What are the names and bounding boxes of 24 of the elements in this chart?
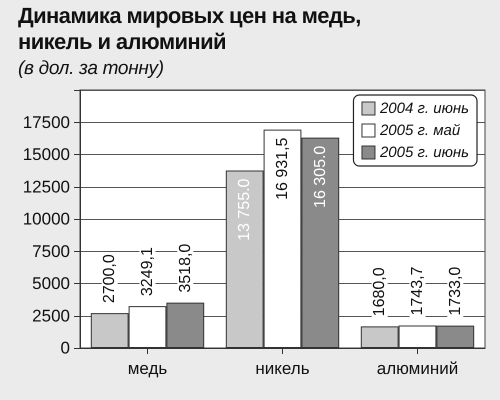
- chart-title: Динамика мировых цен на медь, никель и алюминий: [18, 3, 362, 55]
- x-tick-label: медь: [128, 359, 168, 378]
- legend-label: 2005 г. июнь: [378, 144, 470, 161]
- chart-subtitle: (в дол. за тонну): [18, 57, 164, 80]
- x-tick-label: алюминий: [376, 359, 458, 378]
- data-label: 3249,1: [139, 247, 156, 296]
- y-tick-label: 2500: [32, 306, 70, 326]
- data-label: 2700,0: [101, 254, 118, 304]
- x-tick-label: никель: [255, 359, 310, 378]
- y-tick-label: 7500: [32, 242, 70, 261]
- legend-label: 2005 г. май: [378, 122, 461, 139]
- data-label: 1680,0: [371, 267, 388, 316]
- data-label: 1733,0: [446, 266, 464, 316]
- y-tick-label: 5000: [32, 274, 70, 293]
- y-tick-label: 12500: [22, 177, 70, 196]
- data-label: 1743,7: [409, 266, 426, 316]
- data-label: 3518,0: [176, 244, 194, 293]
- y-tick-label: 0: [60, 338, 70, 358]
- data-label: 16 305.0: [312, 146, 329, 208]
- y-tick-label: 17500: [22, 112, 70, 132]
- y-tick-label: 10000: [22, 210, 70, 228]
- y-tick-label: 15000: [22, 145, 70, 164]
- legend-label: 2004 г. июнь: [378, 100, 470, 117]
- data-label: 16 931,5: [274, 137, 291, 200]
